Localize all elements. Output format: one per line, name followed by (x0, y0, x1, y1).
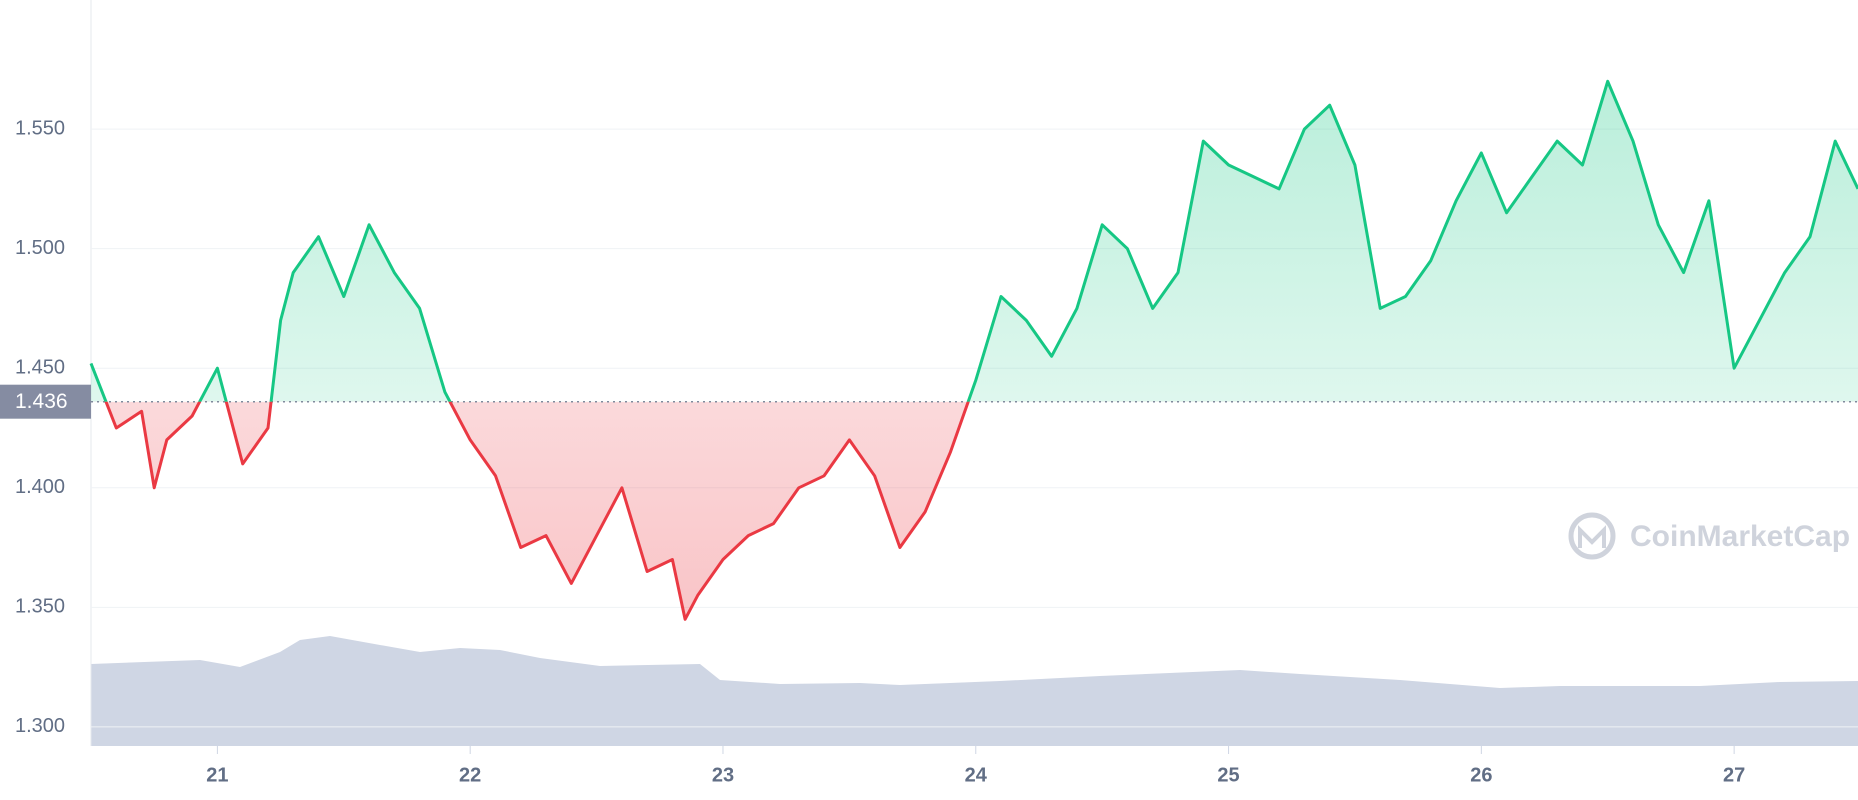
x-tick-label: 22 (459, 764, 481, 786)
area-up (91, 81, 1858, 402)
volume-area (91, 636, 1858, 746)
watermark-text: CoinMarketCap (1630, 520, 1850, 553)
y-tick-label: 1.450 (15, 356, 65, 378)
x-tick-label: 27 (1723, 764, 1745, 786)
baseline-label: 1.436 (15, 390, 68, 413)
y-tick-label: 1.350 (15, 596, 65, 618)
y-tick-label: 1.500 (15, 237, 65, 259)
price-line-up (89, 79, 1858, 402)
x-tick-label: 23 (712, 764, 734, 786)
y-tick-label: 1.400 (15, 476, 65, 498)
watermark-logo-m (1578, 525, 1606, 548)
x-tick-label: 25 (1217, 764, 1239, 786)
x-tick-label: 24 (965, 764, 988, 786)
baseline-label-box (0, 384, 91, 419)
price-line-down (104, 401, 970, 621)
watermark: CoinMarketCap (1568, 512, 1850, 560)
x-tick-label: 26 (1470, 764, 1492, 786)
watermark-logo (1568, 512, 1616, 560)
y-tick-label: 1.550 (15, 117, 65, 139)
area-down (105, 401, 969, 620)
y-tick-label: 1.300 (15, 715, 65, 737)
x-tick-label: 21 (206, 764, 228, 786)
